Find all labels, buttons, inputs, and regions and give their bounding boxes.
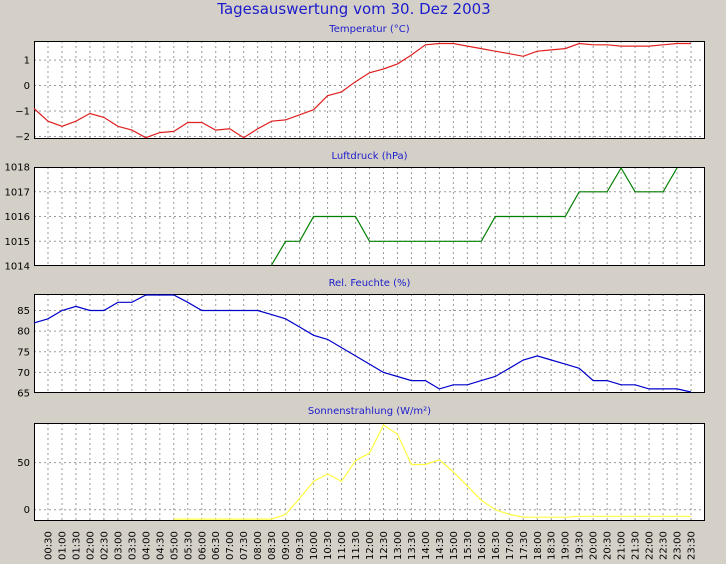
y-tick-label: 0 — [24, 505, 30, 516]
x-tick-label: 03:00 — [113, 531, 124, 560]
x-tick-label: 06:30 — [211, 531, 222, 560]
x-tick-label: 08:30 — [267, 531, 278, 560]
y-tick-label: 1015 — [5, 237, 30, 248]
x-tick-label: 08:00 — [253, 531, 264, 560]
panel-title: Rel. Feuchte (%) — [329, 278, 411, 289]
panel-4: Sonnenstrahlung (W/m²) 50 0 — [17, 406, 705, 521]
y-tick-label: 1017 — [5, 187, 30, 198]
x-tick-label: 03:30 — [127, 531, 138, 560]
panel-3: Rel. Feuchte (%) 85 80 75 70 65 — [17, 278, 705, 400]
y-tick-label: 85 — [17, 306, 30, 317]
x-tick-label: 22:30 — [659, 531, 670, 560]
x-tick-label: 16:00 — [477, 531, 488, 560]
x-tick-label: 13:00 — [393, 531, 404, 560]
x-tick-label: 21:30 — [631, 531, 642, 560]
x-tick-label: 01:00 — [57, 531, 68, 560]
x-tick-label: 07:30 — [239, 531, 250, 560]
x-tick-label: 17:00 — [505, 531, 516, 560]
x-tick-label: 02:00 — [85, 531, 96, 560]
x-tick-label: 15:00 — [449, 531, 460, 560]
x-tick-label: 09:30 — [295, 531, 306, 560]
x-tick-label: 01:30 — [71, 531, 82, 560]
y-tick-label: 0 — [24, 81, 30, 92]
x-tick-label: 10:30 — [323, 531, 334, 560]
series-line — [173, 424, 691, 520]
y-tick-label: 70 — [17, 368, 30, 379]
panel-title: Luftdruck (hPa) — [331, 151, 407, 162]
x-tick-label: 12:00 — [365, 531, 376, 560]
y-tick-label: 50 — [17, 458, 30, 469]
y-tick-label: 80 — [17, 327, 30, 338]
x-tick-label: 06:00 — [197, 531, 208, 560]
y-tick-label: 1014 — [5, 262, 30, 273]
x-tick-label: 20:00 — [589, 531, 600, 560]
x-tick-label: 07:00 — [225, 531, 236, 560]
x-tick-label: 14:30 — [435, 531, 446, 560]
x-tick-label: 04:00 — [141, 531, 152, 560]
plot-frame — [34, 423, 705, 521]
x-tick-label: 13:30 — [407, 531, 418, 560]
x-tick-label: 09:00 — [281, 531, 292, 560]
chart-main-title: Tagesauswertung vom 30. Dez 2003 — [216, 0, 490, 18]
panel-2: Luftdruck (hPa) 1018 1017 1016 1015 1014 — [5, 151, 705, 273]
x-tick-label: 14:00 — [421, 531, 432, 560]
plot-frame — [34, 294, 705, 393]
x-tick-label: 19:00 — [561, 531, 572, 560]
panel-1: Temperatur (°C) 1 0 −1 −2 — [15, 24, 705, 143]
x-tick-label: 12:30 — [379, 531, 390, 560]
x-tick-label: 17:30 — [519, 531, 530, 560]
plot-area — [34, 294, 705, 393]
y-tick-label: 1016 — [5, 212, 30, 223]
plot-area — [34, 41, 705, 139]
x-tick-label: 00:30 — [43, 531, 54, 560]
x-tick-label: 05:00 — [169, 531, 180, 560]
series-line — [33, 294, 692, 393]
panel-title: Temperatur (°C) — [328, 24, 409, 35]
y-tick-label: −1 — [15, 107, 30, 118]
y-tick-label: 1018 — [5, 163, 30, 174]
x-tick-label: 22:00 — [645, 531, 656, 560]
x-tick-label: 18:30 — [547, 531, 558, 560]
plot-frame — [34, 41, 705, 139]
y-tick-label: −2 — [15, 132, 30, 143]
x-tick-label: 11:00 — [337, 531, 348, 560]
x-tick-label: 20:30 — [603, 531, 614, 560]
y-tick-label: 65 — [17, 389, 30, 400]
series-line — [33, 42, 691, 139]
plot-frame — [34, 167, 705, 266]
x-tick-label: 23:30 — [687, 531, 698, 560]
x-tick-label: 23:00 — [673, 531, 684, 560]
x-tick-label: 21:00 — [617, 531, 628, 560]
x-tick-label: 05:30 — [183, 531, 194, 560]
plot-area — [34, 423, 705, 521]
y-tick-label: 75 — [17, 347, 30, 358]
x-tick-label: 10:00 — [309, 531, 320, 560]
panel-title: Sonnenstrahlung (W/m²) — [308, 406, 431, 417]
x-tick-label: 15:30 — [463, 531, 474, 560]
series-line — [271, 166, 678, 266]
x-tick-label: 19:30 — [575, 531, 586, 560]
x-tick-label: 11:30 — [351, 531, 362, 560]
x-tick-label: 04:30 — [155, 531, 166, 560]
x-tick-label: 16:30 — [491, 531, 502, 560]
x-tick-label: 18:00 — [533, 531, 544, 560]
x-tick-label: 02:30 — [99, 531, 110, 560]
y-tick-label: 1 — [24, 56, 30, 67]
